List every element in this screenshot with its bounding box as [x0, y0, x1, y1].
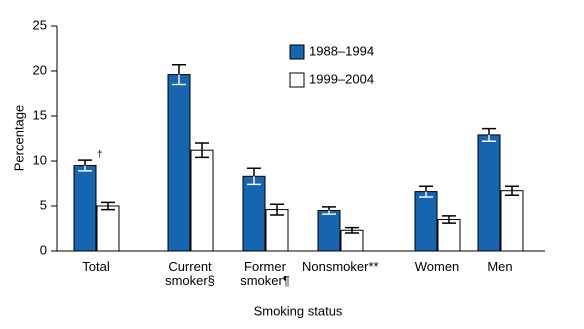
bar [167, 74, 191, 252]
y-tick-label: 25 [33, 17, 47, 32]
bar [414, 191, 438, 252]
bar [500, 190, 524, 252]
error-bar-inner [419, 191, 433, 198]
y-tick-label: 15 [33, 107, 47, 122]
annotation: † [97, 150, 103, 161]
x-tick-label: Former smoker¶ [240, 259, 290, 288]
y-tick-label: 0 [40, 242, 47, 257]
bar [437, 219, 461, 252]
legend-swatch [289, 44, 305, 60]
error-bar-inner [322, 210, 336, 215]
legend-swatch [289, 72, 305, 88]
error-bar-inner [482, 134, 496, 142]
error-bar [195, 142, 209, 159]
error-bar [270, 203, 284, 216]
y-tick-label: 20 [33, 62, 47, 77]
x-tick-label: Current smoker§ [165, 259, 215, 288]
error-bar [505, 185, 519, 196]
error-bar-inner [78, 165, 92, 172]
y-tick-label: 10 [33, 152, 47, 167]
legend-label: 1988–1994 [309, 43, 374, 58]
error-bar [101, 201, 115, 211]
bar [317, 210, 341, 252]
error-bar [442, 215, 456, 224]
error-bar-inner [172, 74, 186, 86]
y-tick-label: 5 [40, 197, 47, 212]
bar [190, 149, 214, 252]
y-axis-label: Percentage [11, 105, 26, 172]
bar [265, 209, 289, 252]
x-axis-label: Smoking status [254, 303, 343, 318]
x-tick-label: Men [487, 259, 513, 274]
error-bar-inner [247, 176, 261, 186]
legend-label: 1999–2004 [309, 71, 374, 86]
bar [477, 134, 501, 252]
x-tick-label: Women [414, 259, 460, 274]
bar [73, 165, 97, 252]
error-bar [345, 226, 359, 234]
x-tick-label: Total [82, 259, 110, 274]
bar [242, 175, 266, 252]
bar [96, 205, 120, 252]
x-tick-label: Nonsmoker** [302, 259, 379, 274]
